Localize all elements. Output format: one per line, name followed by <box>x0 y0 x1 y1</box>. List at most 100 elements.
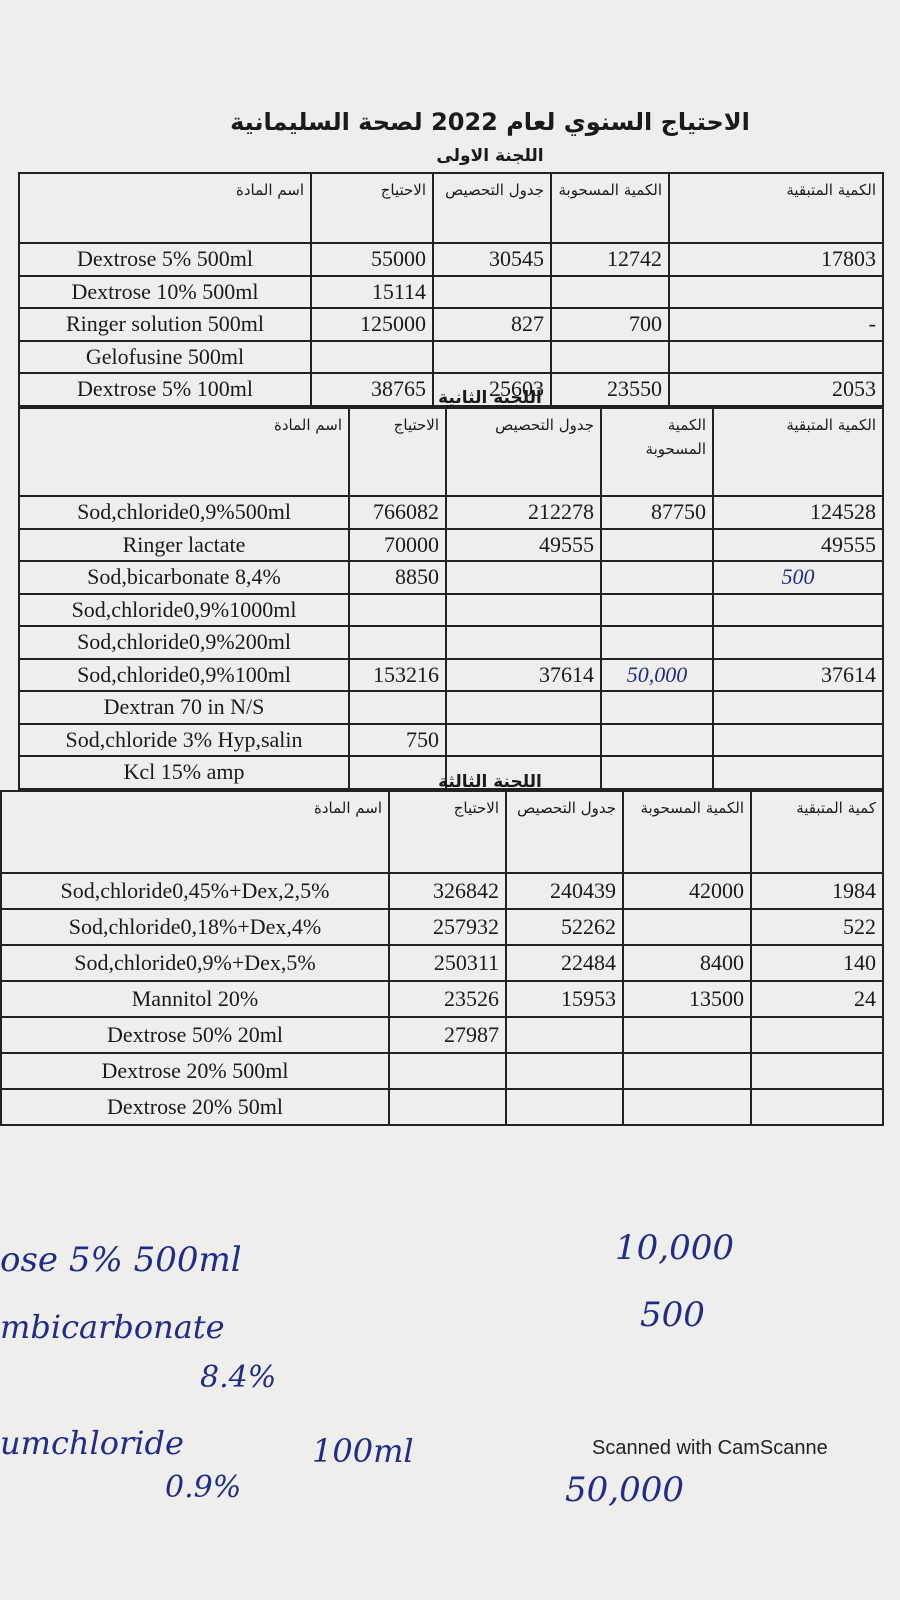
quantity-cell: 52262 <box>505 908 624 946</box>
table-row: Mannitol 20% 23526 15953 13500 24 <box>0 980 884 1018</box>
quantity-cell <box>712 722 884 757</box>
item-name: Sod,chloride0,9%200ml <box>18 625 350 660</box>
quantity-cell <box>348 592 447 627</box>
column-header: الكمية المسحوبة <box>550 172 670 244</box>
handwritten-note: 50,000 <box>565 1470 684 1510</box>
table-row: Sod,chloride0,9%100ml 153216 37614 50,000 37… <box>18 657 884 692</box>
column-header: الكمية المسحوبة <box>622 790 752 874</box>
quantity-cell <box>600 592 714 627</box>
quantity-cell <box>432 339 552 374</box>
quantity-cell: 22484 <box>505 944 624 982</box>
quantity-cell <box>668 339 884 374</box>
quantity-cell <box>505 1088 624 1126</box>
quantity-cell <box>712 625 884 660</box>
quantity-cell: 240439 <box>505 872 624 910</box>
table-row: Kcl 15% amp <box>18 755 884 790</box>
column-header: الاحتياج <box>310 172 434 244</box>
handwritten-note: umchloride <box>0 1424 184 1462</box>
handwritten-note: ose 5% 500ml <box>0 1240 242 1280</box>
table-row: Sod,bicarbonate 8,4% 8850 500 <box>18 560 884 595</box>
quantity-cell <box>445 755 602 790</box>
table-row: Dextran 70 in N/S <box>18 690 884 725</box>
column-header: جدول التحصيص <box>505 790 624 874</box>
table-row: Dextrose 5% 100ml 38765 25603 23550 2053 <box>18 372 884 407</box>
quantity-cell <box>388 1052 507 1090</box>
quantity-cell: 12742 <box>550 242 670 277</box>
quantity-cell: 124528 <box>712 495 884 530</box>
quantity-cell <box>388 1088 507 1126</box>
item-name: Kcl 15% amp <box>18 755 350 790</box>
item-name: Sod,chloride0,18%+Dex,4% <box>0 908 390 946</box>
table-row: Dextrose 10% 500ml 15114 <box>18 274 884 309</box>
data-table: اسم المادة الاحتياج جدول التحصيص الكمية الم… <box>18 407 884 790</box>
table-row: Dextrose 50% 20ml 27987 <box>0 1016 884 1054</box>
quantity-cell: 23526 <box>388 980 507 1018</box>
quantity-cell: 250311 <box>388 944 507 982</box>
quantity-cell: 1984 <box>750 872 884 910</box>
data-table: اسم المادة الاحتياج جدول التحصيص الكمية الم… <box>18 172 884 407</box>
quantity-cell: 50,000 <box>600 657 714 692</box>
quantity-cell <box>750 1088 884 1126</box>
quantity-cell <box>622 1052 752 1090</box>
section-title: اللجنة الاولى <box>436 146 544 166</box>
column-header: الاحتياج <box>348 407 447 497</box>
quantity-cell: 25603 <box>432 372 552 407</box>
quantity-cell <box>622 1016 752 1054</box>
table-row: Ringer solution 500ml 125000 827 700- <box>18 307 884 342</box>
quantity-cell <box>600 722 714 757</box>
column-header: اسم المادة <box>18 172 312 244</box>
item-name: Sod,bicarbonate 8,4% <box>18 560 350 595</box>
quantity-cell: 38765 <box>310 372 434 407</box>
column-header: جدول التحصيص <box>445 407 602 497</box>
quantity-cell <box>550 339 670 374</box>
item-name: Ringer solution 500ml <box>18 307 312 342</box>
quantity-cell <box>310 339 434 374</box>
table-row: Sod,chloride0,9%200ml <box>18 625 884 660</box>
header-row: اسم المادة الاحتياج جدول التحصيص الكمية الم… <box>18 172 884 244</box>
quantity-cell: 49555 <box>445 527 602 562</box>
item-name: Dextrose 5% 500ml <box>18 242 312 277</box>
handwritten-note: mbicarbonate <box>0 1308 225 1346</box>
item-name: Sod,chloride0,9%500ml <box>18 495 350 530</box>
quantity-cell: 23550 <box>550 372 670 407</box>
quantity-cell <box>712 690 884 725</box>
handwritten-note: 0.9% <box>165 1470 242 1505</box>
quantity-cell <box>505 1052 624 1090</box>
column-header: الاحتياج <box>388 790 507 874</box>
column-header: كمية المتبقية <box>750 790 884 874</box>
item-name: Sod,chloride0,9%100ml <box>18 657 350 692</box>
table-row: Sod,chloride0,9%1000ml <box>18 592 884 627</box>
item-name: Dextrose 5% 100ml <box>18 372 312 407</box>
item-name: Dextrose 20% 50ml <box>0 1088 390 1126</box>
quantity-cell: 13500 <box>622 980 752 1018</box>
table-row: Gelofusine 500ml <box>18 339 884 374</box>
quantity-cell <box>712 755 884 790</box>
quantity-cell <box>600 625 714 660</box>
column-header: اسم المادة <box>18 407 350 497</box>
quantity-cell <box>600 560 714 595</box>
quantity-cell: 15114 <box>310 274 434 309</box>
quantity-cell <box>550 274 670 309</box>
quantity-cell <box>445 592 602 627</box>
quantity-cell: - <box>668 307 884 342</box>
quantity-cell: 42000 <box>622 872 752 910</box>
item-name: Gelofusine 500ml <box>18 339 312 374</box>
quantity-cell <box>668 274 884 309</box>
quantity-cell: 15953 <box>505 980 624 1018</box>
data-table: اسم المادة الاحتياج جدول التحصيص الكمية الم… <box>0 790 884 1126</box>
quantity-cell: 55000 <box>310 242 434 277</box>
quantity-cell: 37614 <box>712 657 884 692</box>
item-name: Dextrose 50% 20ml <box>0 1016 390 1054</box>
item-name: Sod,chloride0,9%+Dex,5% <box>0 944 390 982</box>
item-name: Sod,chloride0,9%1000ml <box>18 592 350 627</box>
header-row: اسم المادة الاحتياج جدول التحصيص الكمية الم… <box>0 790 884 874</box>
quantity-cell: 257932 <box>388 908 507 946</box>
header-row: اسم المادة الاحتياج جدول التحصيص الكمية الم… <box>18 407 884 497</box>
quantity-cell <box>600 527 714 562</box>
item-name: Dextrose 10% 500ml <box>18 274 312 309</box>
item-name: Mannitol 20% <box>0 980 390 1018</box>
quantity-cell: 49555 <box>712 527 884 562</box>
quantity-cell <box>750 1016 884 1054</box>
quantity-cell: 27987 <box>388 1016 507 1054</box>
